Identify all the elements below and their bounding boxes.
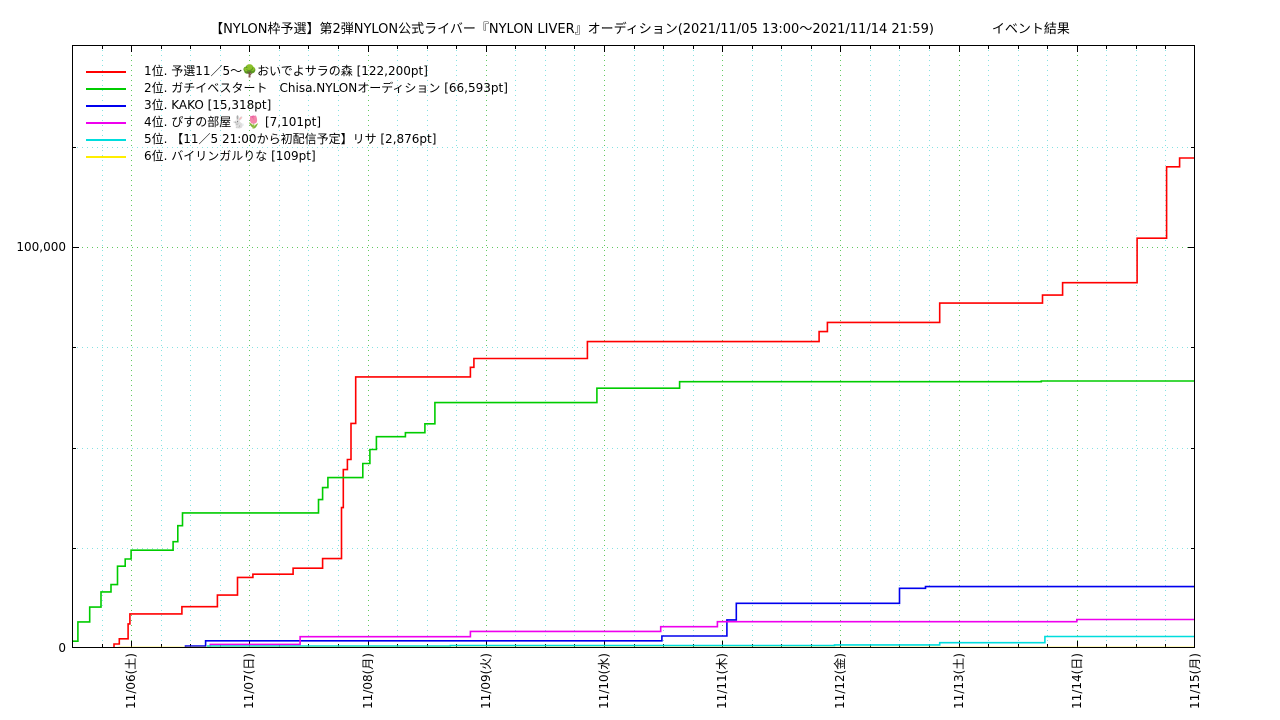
legend: 1位. 予選11／5～🌳おいでよサラの森 [122,200pt] 2位. ガチイベ… xyxy=(86,63,508,165)
x-tick-label: 11/08(月) xyxy=(360,653,375,709)
legend-label: 3位. KAKO [15,318pt] xyxy=(144,98,272,112)
series-line-rank-2 xyxy=(72,380,1195,642)
legend-line-swatch xyxy=(86,70,126,73)
legend-item-rank-4: 4位. ぴすの部屋🐇🌷 [7,101pt] xyxy=(86,114,508,131)
legend-label: 2位. ガチイベスタート Chisa.NYLONオーディション [66,593p… xyxy=(144,81,508,95)
chart-title-right: イベント結果 xyxy=(991,22,1070,37)
series-line-rank-1 xyxy=(72,157,1195,648)
series-line-rank-4 xyxy=(72,618,1195,648)
legend-item-rank-5: 5位. 【11／5 21:00から初配信予定】リサ [2,876pt] xyxy=(86,131,508,148)
series-line-rank-5 xyxy=(72,635,1195,648)
chart-title-main: 【NYLON枠予選】第2弾NYLON公式ライバー『NYLON LIVER』オーデ… xyxy=(210,22,934,37)
x-tick-label: 11/10(水) xyxy=(596,653,611,709)
legend-item-rank-6: 6位. バイリンガルりな [109pt] xyxy=(86,148,508,165)
x-tick-label: 11/13(土) xyxy=(951,653,966,709)
plot-area: 1位. 予選11／5～🌳おいでよサラの森 [122,200pt] 2位. ガチイベ… xyxy=(72,45,1195,648)
chart-plot-svg xyxy=(72,45,1195,648)
legend-line-swatch xyxy=(86,87,126,90)
legend-line-swatch xyxy=(86,138,126,141)
legend-line-swatch xyxy=(86,121,126,124)
plot-border xyxy=(72,45,1195,648)
chart-title: 【NYLON枠予選】第2弾NYLON公式ライバー『NYLON LIVER』オーデ… xyxy=(0,18,1280,37)
y-tick-label: 0 xyxy=(58,641,66,655)
x-tick-label: 11/09(火) xyxy=(478,653,493,709)
legend-label: 4位. ぴすの部屋🐇🌷 [7,101pt] xyxy=(144,115,322,129)
legend-line-swatch xyxy=(86,104,126,107)
x-tick-label: 11/14(日) xyxy=(1069,653,1084,709)
x-tick-label: 11/12(金) xyxy=(833,653,848,709)
x-tick-label: 11/07(日) xyxy=(242,653,257,709)
series-lines xyxy=(72,157,1195,648)
legend-item-rank-1: 1位. 予選11／5～🌳おいでよサラの森 [122,200pt] xyxy=(86,63,508,80)
legend-label: 5位. 【11／5 21:00から初配信予定】リサ [2,876pt] xyxy=(144,132,437,146)
legend-label: 6位. バイリンガルりな [109pt] xyxy=(144,149,316,163)
gridlines xyxy=(72,45,1195,648)
legend-item-rank-3: 3位. KAKO [15,318pt] xyxy=(86,97,508,114)
x-tick-label: 11/15(月) xyxy=(1188,653,1202,709)
legend-label: 1位. 予選11／5～🌳おいでよサラの森 [122,200pt] xyxy=(144,64,428,78)
series-line-rank-3 xyxy=(72,585,1195,648)
legend-item-rank-2: 2位. ガチイベスタート Chisa.NYLONオーディション [66,593p… xyxy=(86,80,508,97)
y-tick-label: 100,000 xyxy=(16,240,66,254)
legend-line-swatch xyxy=(86,155,126,158)
x-tick-label: 11/06(土) xyxy=(124,653,139,709)
x-tick-label: 11/11(木) xyxy=(715,653,730,709)
